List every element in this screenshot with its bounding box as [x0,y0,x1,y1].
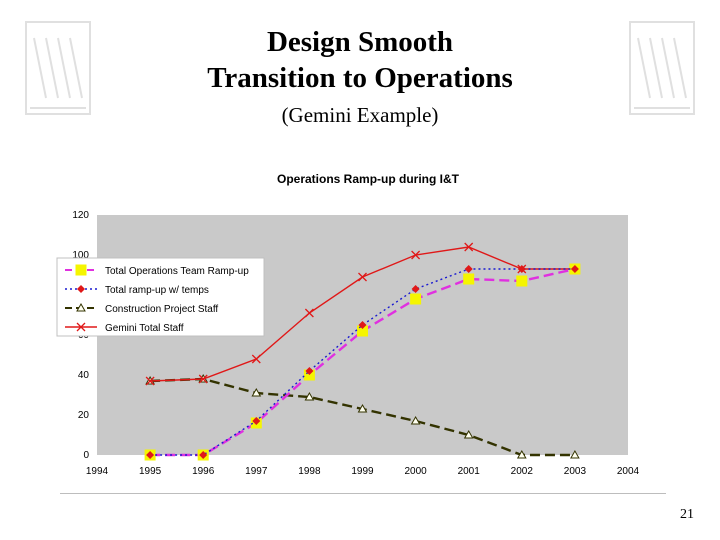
x-tick-label-2003: 2003 [564,466,587,477]
slide-title-line1: Design Smooth [266,26,454,58]
logo-left-image [25,21,91,115]
legend-label-total-ramp-up-w-temps: Total ramp-up w/ temps [105,285,209,296]
y-tick-label-0: 0 [83,450,89,461]
series-point-total-ramp-up-w-temps-1995 [146,451,155,459]
series-point-construction-project-staff-1999 [357,403,368,413]
series-point-total-ramp-up-w-temps-1999 [358,321,367,329]
y-tick-label-20: 20 [78,410,90,421]
series-point-total-ramp-up-w-temps-1996 [199,451,208,459]
series-point-gemini-total-staff-1995 [145,376,155,386]
series-point-total-ramp-up-w-temps-1998 [305,367,314,375]
series-point-total-ramp-up-w-temps-1997 [252,417,261,425]
series-point-construction-project-staff-2003 [570,449,580,459]
series-point-total-ramp-up-w-temps-2003 [570,265,579,273]
x-tick-label-1996: 1996 [192,466,215,477]
legend-marker-construction-project-staff [76,302,86,312]
series-point-construction-project-staff-2002 [516,449,527,459]
series-point-total-operations-team-ramp-up-2002 [516,275,528,287]
x-tick-label-1999: 1999 [351,466,374,477]
x-tick-label-2004: 2004 [617,466,640,477]
x-tick-label-2001: 2001 [458,466,481,477]
series-point-construction-project-staff-2001 [463,429,474,439]
y-tick-label-100: 100 [72,250,89,261]
x-tick-label-1998: 1998 [298,466,321,477]
legend-label-construction-project-staff: Construction Project Staff [105,304,218,315]
y-tick-label-40: 40 [78,370,90,381]
x-tick-label-2000: 2000 [404,466,427,477]
legend-label-total-operations-team-ramp-up: Total Operations Team Ramp-up [105,266,249,277]
series-point-gemini-total-staff-1999 [358,272,367,282]
series-point-total-ramp-up-w-temps-2001 [464,265,473,273]
series-point-total-operations-team-ramp-up-2001 [463,273,475,285]
series-point-construction-project-staff-1998 [304,391,315,401]
series-point-gemini-total-staff-1998 [304,308,314,318]
series-line-total-ramp-up-w-temps [150,268,575,456]
legend-marker-gemini-total-staff [76,322,86,332]
series-point-gemini-total-staff-2000 [411,250,421,260]
series-point-total-ramp-up-w-temps-2000 [411,285,420,293]
slide-title-line2: Transition to Operations [207,62,513,94]
series-point-construction-project-staff-2000 [410,415,421,425]
y-tick-label-120: 120 [72,210,89,221]
page-number: 21 [680,507,694,522]
legend-marker-total-operations-team-ramp-up [75,264,87,276]
x-tick-label-1994: 1994 [86,466,109,477]
x-tick-label-1995: 1995 [139,466,162,477]
series-point-gemini-total-staff-1997 [251,354,261,364]
series-point-gemini-total-staff-2001 [464,242,474,252]
slide-subtitle: (Gemini Example) [281,103,439,127]
legend-marker-total-ramp-up-w-temps [77,285,85,293]
series-point-total-ramp-up-w-temps-2002 [517,265,526,273]
chart-title: Operations Ramp-up during I&T [277,172,460,186]
series-point-construction-project-staff-1997 [251,387,262,397]
divider-rule [60,493,666,494]
logo-right-image [629,21,695,115]
x-tick-label-2002: 2002 [511,466,534,477]
series-point-gemini-total-staff-1996 [198,374,208,384]
x-tick-label-1997: 1997 [245,466,268,477]
series-point-total-operations-team-ramp-up-2000 [410,293,422,305]
legend-label-gemini-total-staff: Gemini Total Staff [105,323,184,334]
